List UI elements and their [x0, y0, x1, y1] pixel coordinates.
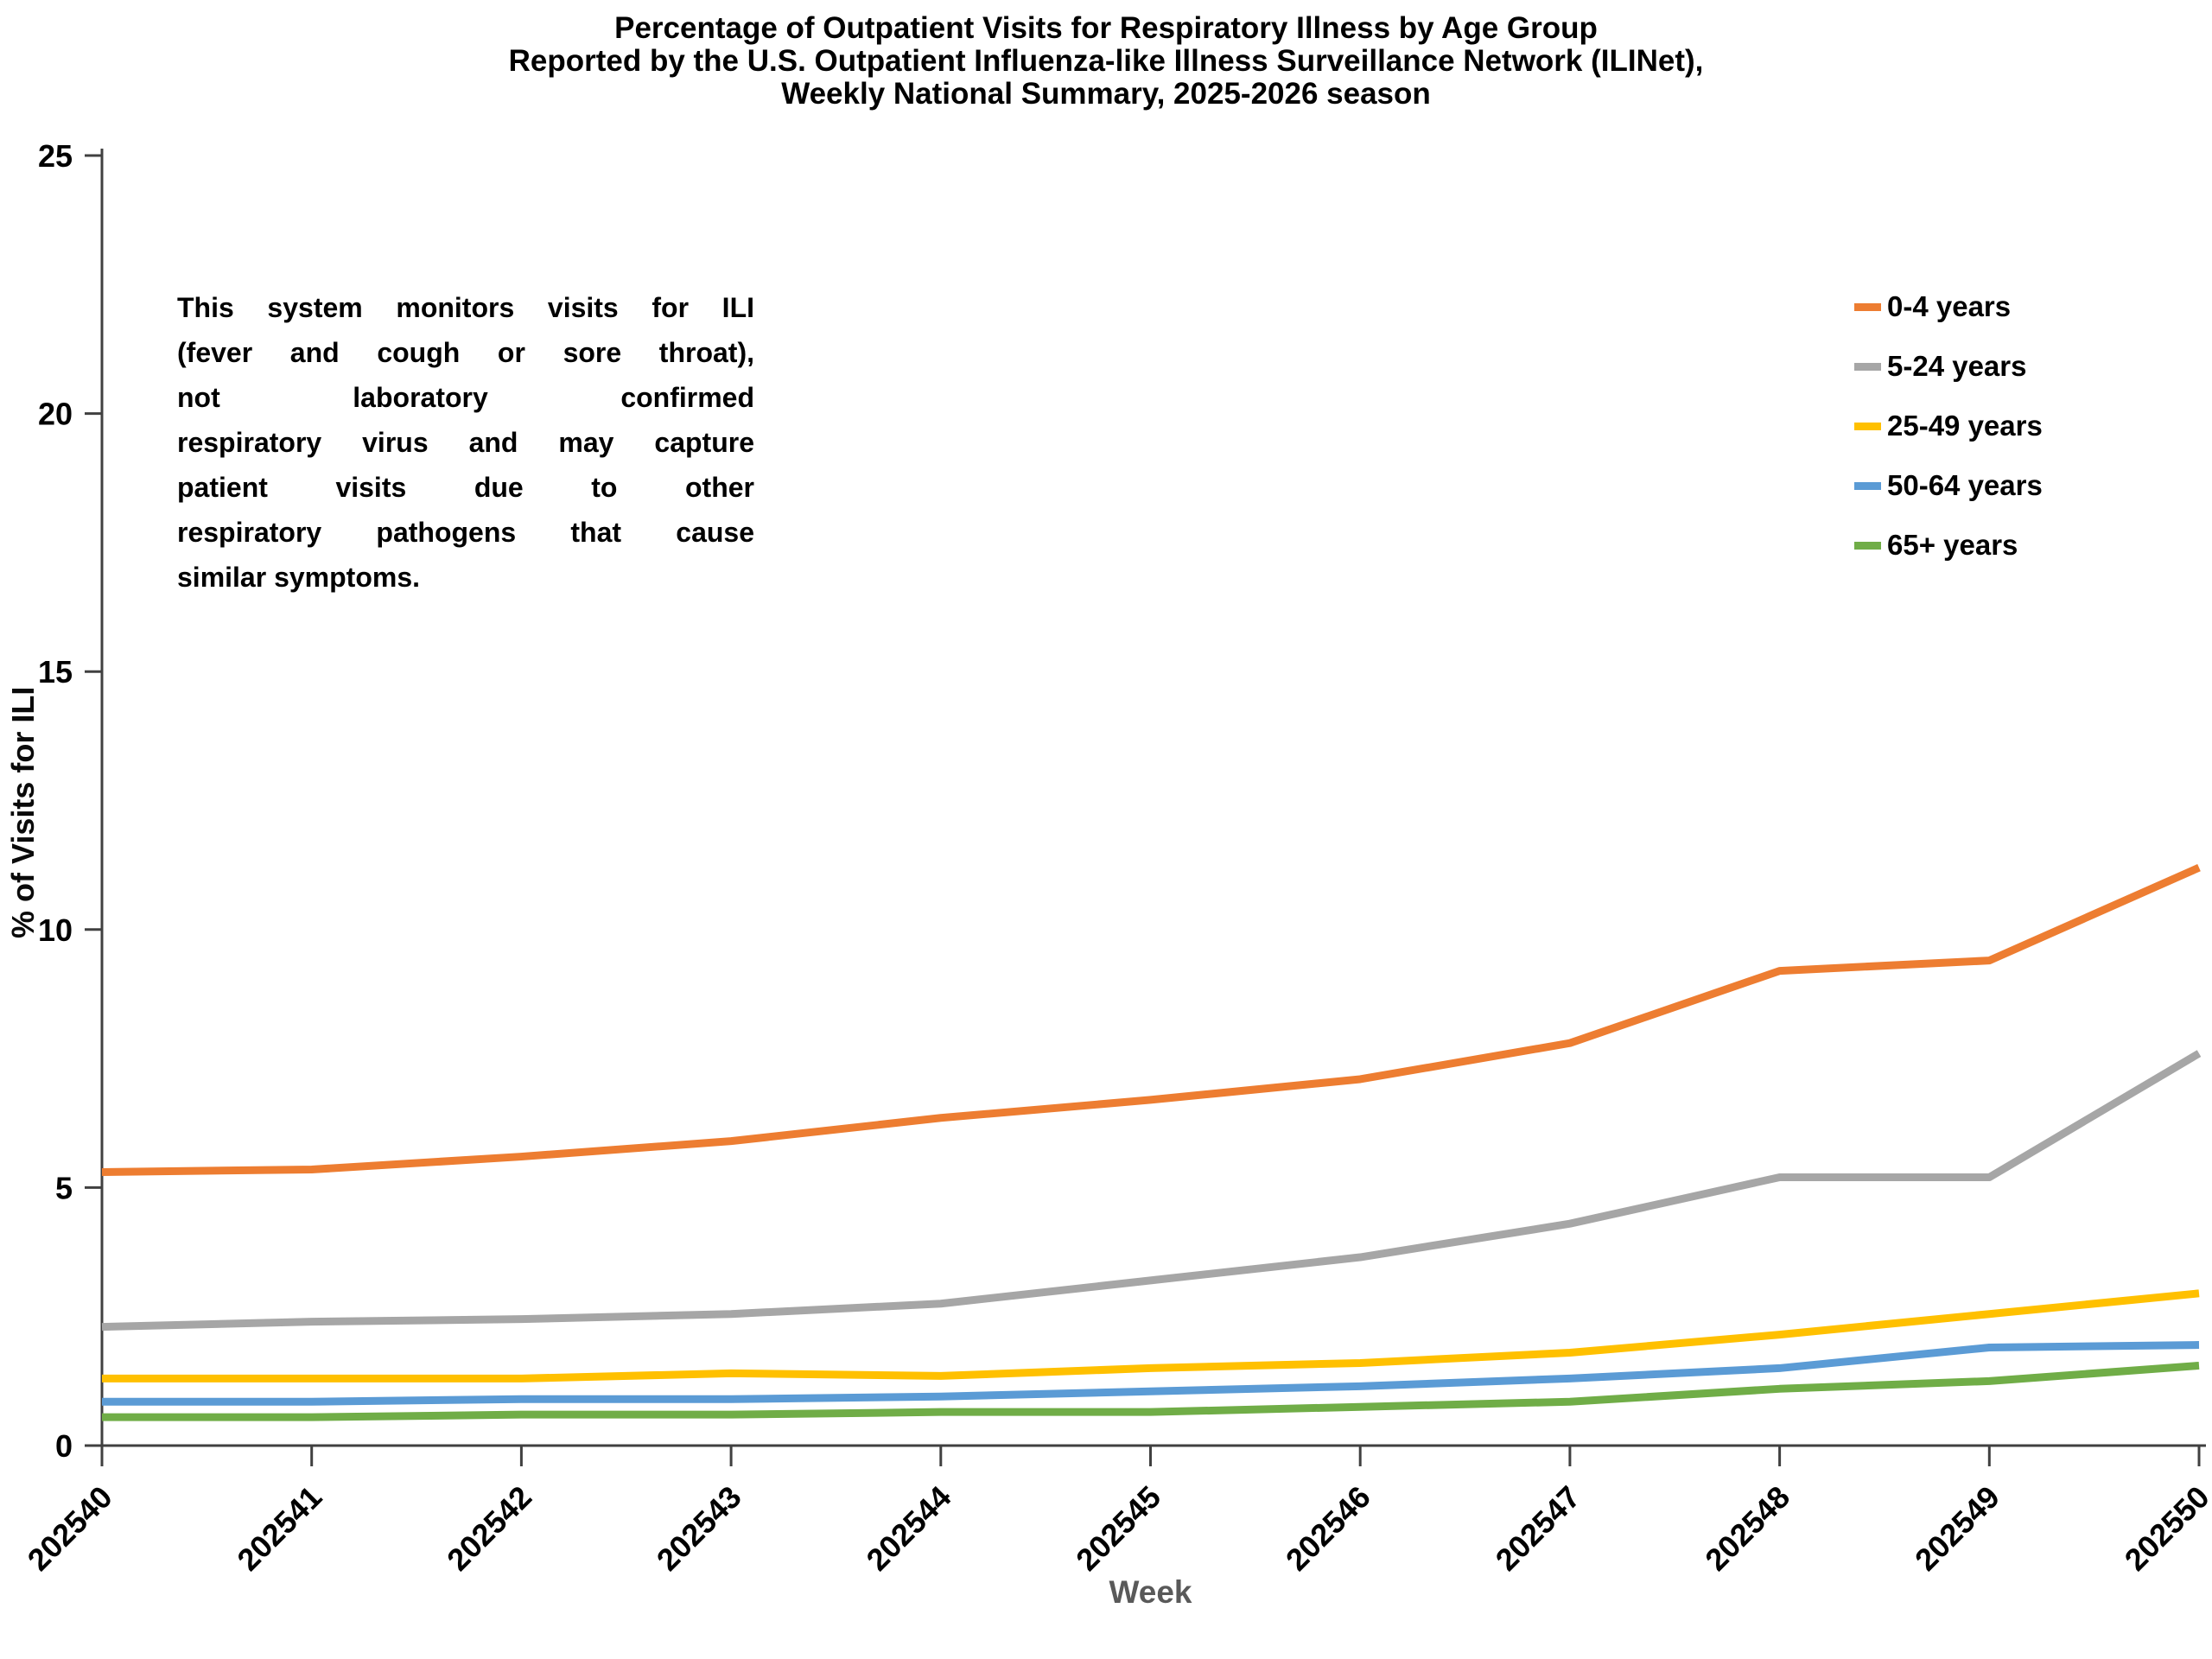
- x-tick-label: 202549: [1908, 1479, 2006, 1578]
- y-tick-label: 15: [38, 654, 73, 690]
- legend-label: 25-49 years: [1887, 410, 2043, 442]
- x-tick-label: 202544: [860, 1479, 958, 1578]
- annotation-line: respiratory virus and may capture: [177, 427, 754, 458]
- annotation-line: similar symptoms.: [177, 562, 420, 593]
- y-tick-label: 20: [38, 397, 73, 432]
- legend-item-25-49-years: 25-49 years: [1854, 409, 2043, 443]
- y-axis-title: % of Visits for ILI: [5, 686, 41, 938]
- series-line-5-24-years: [101, 1050, 2202, 1332]
- y-tick-label: 5: [55, 1170, 73, 1205]
- x-axis-title: Week: [1109, 1574, 1192, 1610]
- series-line-25-49-years: [102, 1289, 2200, 1382]
- y-tick-label: 10: [38, 912, 73, 948]
- chart-title-line3: Weekly National Summary, 2025-2026 seaso…: [781, 77, 1431, 111]
- legend-label: 50-64 years: [1887, 469, 2043, 501]
- annotation-line: not laboratory confirmed: [177, 382, 754, 413]
- x-tick-label: 202547: [1489, 1479, 1587, 1578]
- series-line-65-years: [102, 1361, 2200, 1421]
- legend-swatch: [1854, 481, 1881, 490]
- legend-swatch: [1854, 362, 1881, 371]
- legend-swatch: [1854, 422, 1881, 430]
- annotation-line: (fever and cough or sore throat),: [177, 337, 754, 368]
- chart-title-line1: Percentage of Outpatient Visits for Resp…: [614, 11, 1598, 45]
- legend-item-50-64-years: 50-64 years: [1854, 468, 2043, 503]
- annotation-line: patient visits due to other: [177, 472, 754, 503]
- legend-swatch: [1854, 302, 1881, 311]
- chart-title-line2: Reported by the U.S. Outpatient Influenz…: [508, 44, 1704, 78]
- legend-item-65-years: 65+ years: [1854, 528, 2018, 563]
- annotation-line: respiratory pathogens that cause: [177, 517, 754, 548]
- x-tick-label: 202541: [230, 1479, 328, 1578]
- legend-item-0-4-years: 0-4 years: [1854, 289, 2011, 324]
- y-tick-label: 25: [38, 138, 73, 174]
- x-tick-label: 202546: [1279, 1479, 1377, 1578]
- legend-label: 5-24 years: [1887, 350, 2027, 382]
- legend-item-5-24-years: 5-24 years: [1854, 349, 2026, 384]
- legend-label: 0-4 years: [1887, 290, 2012, 322]
- x-tick-label: 202543: [650, 1479, 748, 1578]
- y-tick-label: 0: [55, 1428, 73, 1464]
- legend-swatch: [1854, 541, 1881, 550]
- series-line-50-64-years: [102, 1341, 2200, 1406]
- annotation-text: This system monitors visits for ILI (feve…: [177, 285, 754, 600]
- chart-title: Percentage of Outpatient Visits for Resp…: [0, 12, 2212, 111]
- x-tick-label: 202542: [440, 1479, 538, 1578]
- x-tick-label: 202545: [1069, 1479, 1167, 1578]
- x-tick-label: 202548: [1698, 1479, 1796, 1578]
- annotation-line: This system monitors visits for ILI: [177, 292, 754, 323]
- x-tick-label: 202540: [21, 1479, 119, 1578]
- legend-label: 65+ years: [1887, 529, 2018, 561]
- x-tick-label: 202550: [2118, 1479, 2212, 1578]
- series-line-0-4-years: [101, 864, 2201, 1176]
